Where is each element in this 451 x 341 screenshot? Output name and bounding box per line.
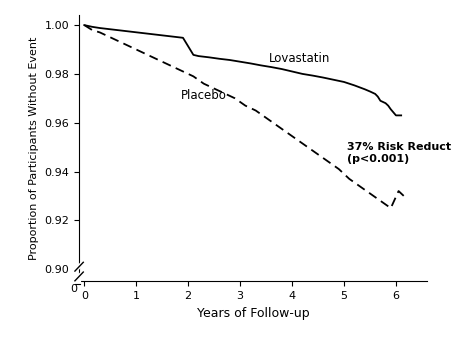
Text: 37% Risk Reduction
(p<0.001): 37% Risk Reduction (p<0.001) <box>346 142 451 164</box>
Text: 0: 0 <box>70 284 77 294</box>
Text: Lovastatin: Lovastatin <box>268 53 329 65</box>
Y-axis label: Proportion of Participants Without Event: Proportion of Participants Without Event <box>29 36 39 260</box>
X-axis label: Years of Follow-up: Years of Follow-up <box>196 307 309 320</box>
Text: Placebo: Placebo <box>180 89 226 102</box>
